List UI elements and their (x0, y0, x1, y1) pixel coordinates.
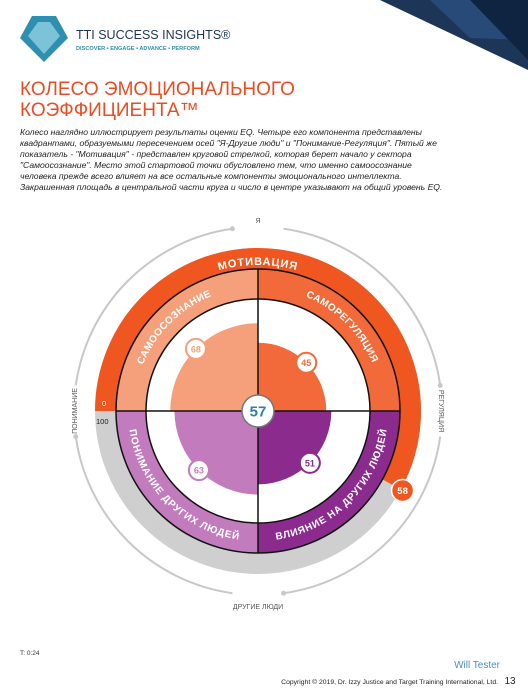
motivation-arc (95, 248, 421, 490)
quadrant-badge (298, 451, 321, 474)
guide-arc (74, 227, 233, 386)
quadrant-badge (295, 351, 318, 374)
footer-code: T: 0:24 (20, 650, 40, 657)
motivation-value: 58 (397, 486, 408, 497)
brand: TTI SUCCESS INSIGHTS® (76, 28, 231, 42)
quadrant-badge (187, 459, 210, 482)
axis-label: ПОНИМАНИЕ (72, 388, 79, 434)
footer-name: Will Tester (454, 660, 501, 671)
intro-text: Колесо наглядно иллюстрирует результаты … (20, 127, 443, 192)
axis-label: Я (255, 218, 260, 225)
guide-arrow (73, 434, 79, 440)
title-line: КОЛЕСО ЭМОЦИОНАЛЬНОГО (20, 79, 295, 100)
guide-arrow (229, 226, 235, 232)
overall-value: 57 (250, 404, 267, 421)
axis-label: РЕГУЛЯЦИЯ (437, 390, 444, 432)
quadrant-score-area (174, 411, 258, 495)
quadrant-value: 68 (191, 344, 201, 354)
quadrant-score-area (170, 323, 258, 411)
guide-arc (74, 436, 233, 595)
tagline: DISCOVER • ENGAGE • ADVANCE • PERFORM (76, 46, 200, 52)
page-number: 13 (504, 676, 516, 687)
quadrant-value: 51 (305, 458, 315, 468)
axis-label: ДРУГИЕ ЛЮДИ (233, 604, 283, 611)
copyright: Copyright © 2019, Dr. Izzy Justice and T… (281, 678, 498, 686)
title-line: КОЭФФИЦИЕНТА™ (20, 100, 199, 121)
logo-icon (28, 22, 60, 54)
guide-arrow (437, 382, 443, 388)
quadrant-value: 45 (301, 358, 311, 368)
quadrant-value: 63 (194, 466, 204, 476)
quadrant-score-area (258, 342, 327, 411)
quadrant-badge (184, 337, 207, 360)
overall-badge (241, 394, 275, 428)
guide-arc (283, 436, 442, 595)
guide-arrow (281, 590, 287, 596)
guide-arc (283, 227, 442, 386)
scale-label: 100 (96, 417, 109, 426)
quadrant-score-area (258, 411, 332, 485)
scale-label: 0 (102, 399, 106, 408)
corner-decoration (470, 0, 528, 60)
motivation-badge (390, 478, 415, 503)
